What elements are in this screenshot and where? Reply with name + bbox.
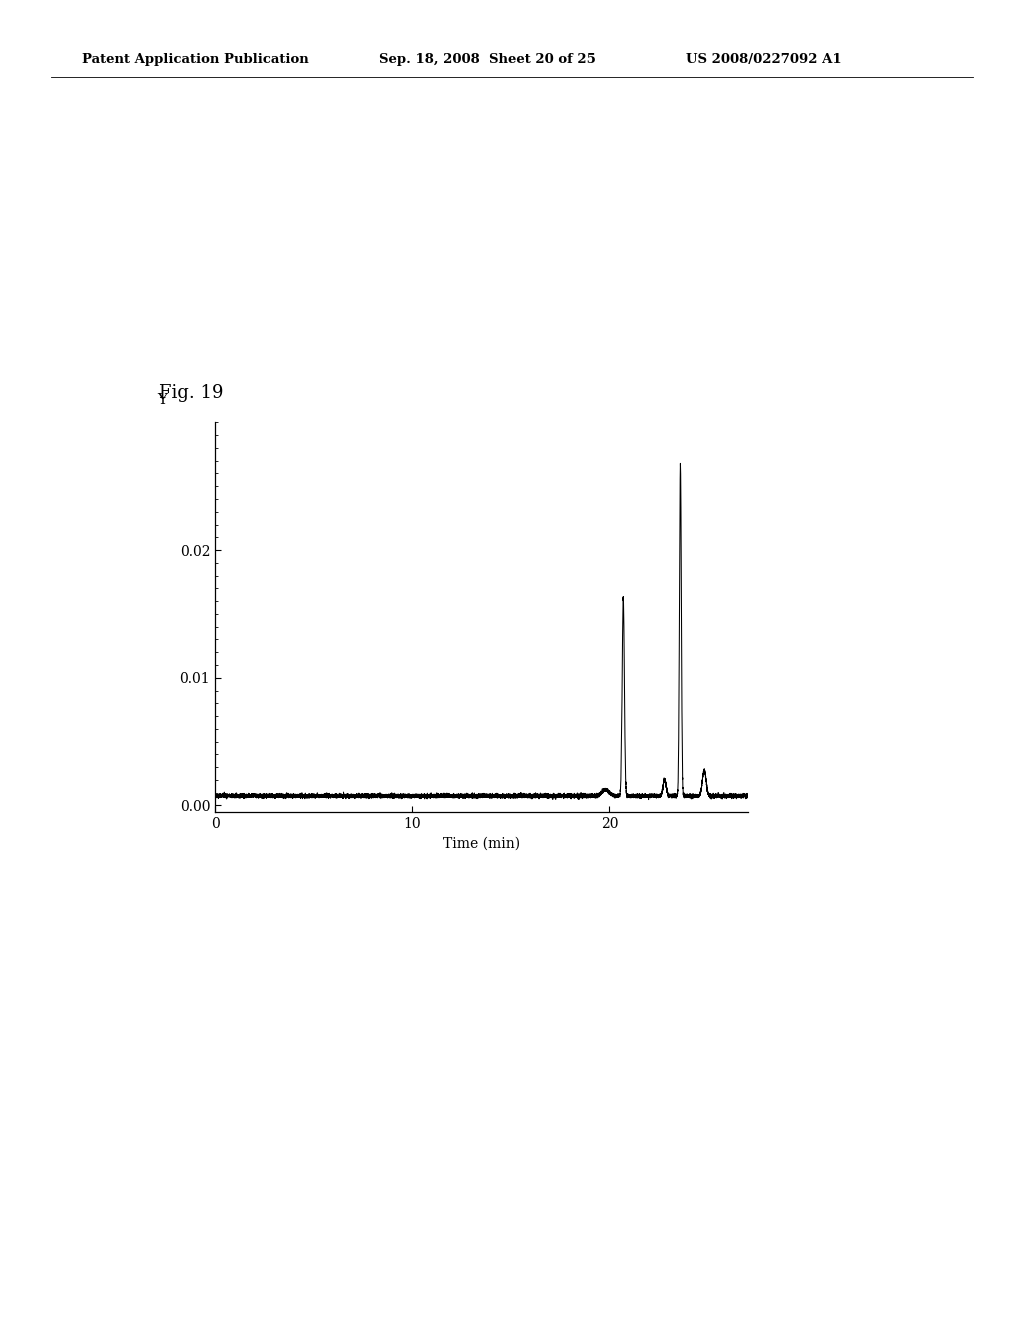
Text: Sep. 18, 2008  Sheet 20 of 25: Sep. 18, 2008 Sheet 20 of 25 xyxy=(379,53,596,66)
Text: Patent Application Publication: Patent Application Publication xyxy=(82,53,308,66)
Text: Fig. 19: Fig. 19 xyxy=(159,384,223,403)
X-axis label: Time (min): Time (min) xyxy=(442,836,520,850)
Text: Y: Y xyxy=(157,393,167,407)
Text: US 2008/0227092 A1: US 2008/0227092 A1 xyxy=(686,53,842,66)
